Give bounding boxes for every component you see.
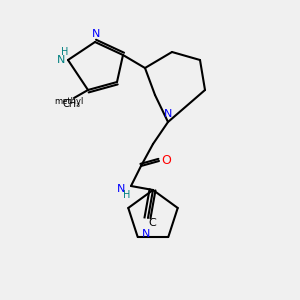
Text: H: H	[123, 190, 131, 200]
Text: H: H	[61, 47, 69, 57]
Text: N: N	[164, 109, 172, 119]
Text: N: N	[142, 229, 150, 239]
Text: C: C	[148, 218, 156, 228]
Text: O: O	[161, 154, 171, 167]
Text: CH₃: CH₃	[63, 99, 81, 109]
Text: N: N	[117, 184, 125, 194]
Text: methyl: methyl	[54, 98, 84, 106]
Text: N: N	[92, 29, 100, 39]
Text: N: N	[57, 55, 65, 65]
